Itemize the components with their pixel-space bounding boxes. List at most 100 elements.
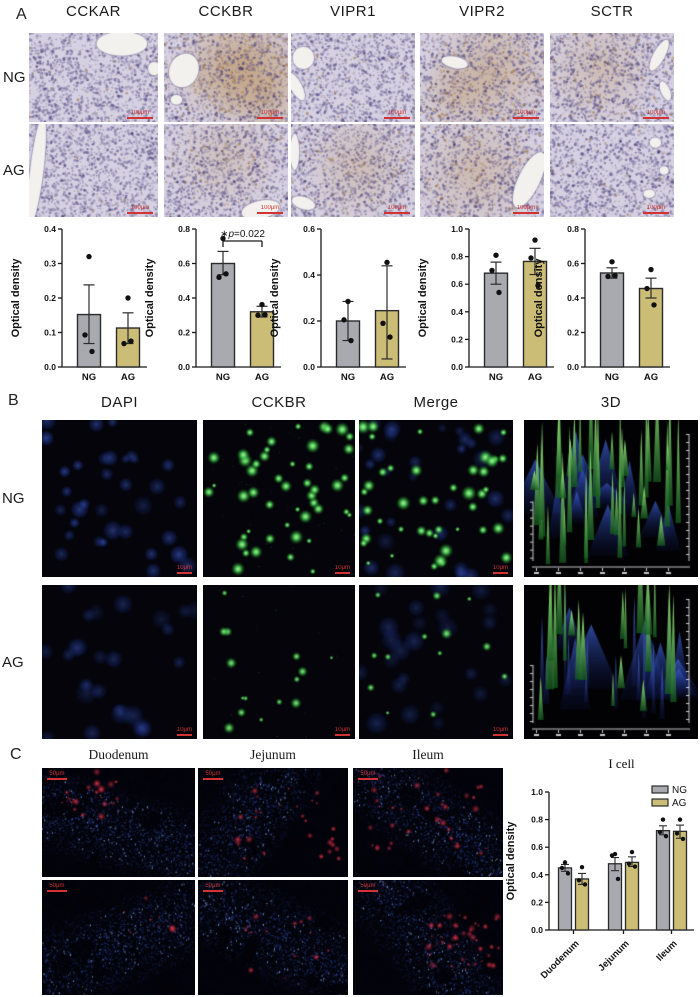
error-bar-ag xyxy=(529,247,541,276)
scale-bar-label: 100μm xyxy=(387,205,407,211)
chart-svg: 0.0 0.2 0.4 0.6 0.8 1.0 Optical density NG AG xyxy=(417,224,554,383)
scale-bar: 10μm xyxy=(493,727,508,736)
bar-ng xyxy=(210,262,236,368)
svg-text:0.6: 0.6 xyxy=(567,259,579,269)
error-bar-ag xyxy=(381,265,393,360)
panel-c-label: C xyxy=(10,746,22,763)
scale-bar-label: 50μm xyxy=(360,883,376,889)
data-points-ag xyxy=(255,301,268,318)
svg-text:0.4: 0.4 xyxy=(44,224,56,234)
svg-text:0.2: 0.2 xyxy=(567,328,579,338)
scale-bar-line xyxy=(334,572,350,574)
scale-bar: 50μm xyxy=(358,883,378,892)
micrograph-a-ag-vipr2-canvas xyxy=(420,124,544,217)
micrograph-c-row1-ileum: 50μm xyxy=(353,768,503,877)
scale-bar-label: 10μm xyxy=(334,727,350,733)
svg-text:0.4: 0.4 xyxy=(567,293,579,303)
data-points-ng xyxy=(605,259,618,280)
scale-bar: 100μm xyxy=(257,205,283,214)
scale-bar-label: 50μm xyxy=(360,771,376,777)
micrograph-b-ng-dapi: 10μm xyxy=(42,420,197,577)
panel-b-row-ag: AG xyxy=(2,654,24,671)
micrograph-a-ng-cckbr-canvas xyxy=(164,33,288,122)
micrograph-b-ag-dapi: 10μm xyxy=(42,585,197,739)
scale-bar-line xyxy=(203,778,223,780)
scale-bar-line xyxy=(358,890,378,892)
chart-svg: I cell 0.0 0.2 0.4 0.6 0.8 1.0 Optical density N… xyxy=(505,756,694,981)
micrograph-b-ag-dapi-canvas xyxy=(42,585,197,739)
panel-a-title-sctr: SCTR xyxy=(590,3,634,20)
svg-text:0.2: 0.2 xyxy=(178,328,190,338)
scale-bar: 100μm xyxy=(643,205,669,214)
scale-bar: 100μm xyxy=(384,205,410,214)
micrograph-a-ng-cckar: 100μm xyxy=(29,33,158,122)
panel-a-title-vipr2: VIPR2 xyxy=(459,3,505,20)
data-points xyxy=(626,849,638,869)
scale-bar: 10μm xyxy=(335,727,350,736)
scale-bar-line xyxy=(257,117,283,119)
scale-bar-line xyxy=(492,734,508,736)
micrograph-a-ng-sctr: 100μm xyxy=(550,33,674,122)
scale-bar: 10μm xyxy=(177,565,192,574)
chart-vipr1: 0.0 0.2 0.4 0.6 Optical density NG AG xyxy=(264,221,414,387)
scale-bar-label: 10μm xyxy=(176,727,192,733)
svg-text:Optical density: Optical density xyxy=(505,821,517,901)
micrograph-a-ag-cckar: 100μm xyxy=(29,124,158,217)
scale-bar-label: 10μm xyxy=(176,565,192,571)
data-points-ag xyxy=(121,295,134,347)
scale-bar-label: 100μm xyxy=(260,110,280,116)
svg-text:0.4: 0.4 xyxy=(451,307,463,317)
bar-ng xyxy=(599,272,625,368)
data-points xyxy=(576,865,588,887)
chart-svg: 0.0 0.2 0.4 0.6 Optical density NG AG xyxy=(269,224,406,383)
micrograph-b-ng-merge: 10μm xyxy=(359,420,513,577)
svg-text:0.6: 0.6 xyxy=(531,842,543,852)
data-points xyxy=(609,851,621,882)
micrograph-a-ag-cckar-canvas xyxy=(29,124,158,217)
svg-text:0.4: 0.4 xyxy=(178,293,190,303)
chart-icell: I cell 0.0 0.2 0.4 0.6 0.8 1.0 Optical density N… xyxy=(502,748,700,997)
scale-bar: 50μm xyxy=(358,771,378,780)
scale-bar-label: 100μm xyxy=(516,110,536,116)
panel-b-title-3d: 3D xyxy=(600,394,622,411)
chart-svg: 0.0 0.2 0.4 0.6 0.8 Optical density NG AG xyxy=(533,224,670,383)
scale-bar-label: 10μm xyxy=(492,727,508,733)
data-points-ng xyxy=(216,235,229,280)
svg-text:0.0: 0.0 xyxy=(44,362,56,372)
micrograph-a-ag-sctr: 100μm xyxy=(550,124,674,217)
legend-swatch-ng xyxy=(651,785,669,794)
data-points-ng xyxy=(341,298,354,344)
scale-bar-label: 10μm xyxy=(334,565,350,571)
micrograph-a-ag-vipr2: 100μm xyxy=(420,124,544,217)
svg-text:0.8: 0.8 xyxy=(531,815,543,825)
scale-bar-label: 50μm xyxy=(49,883,65,889)
bar-ng-jejunum xyxy=(607,863,623,931)
panel-c-title-jejunum: Jejunum xyxy=(250,747,296,762)
svg-text:Optical density: Optical density xyxy=(144,258,156,338)
scale-bar-label: 100μm xyxy=(130,110,150,116)
scale-bar-label: 50μm xyxy=(205,771,221,777)
chart-cckbr: 0.0 0.2 0.4 0.6 0.8 Optical density NG AG ∗p=0.0… xyxy=(139,221,289,387)
svg-text:0.0: 0.0 xyxy=(531,925,543,935)
micrograph-b-ng-cckbr: 10μm xyxy=(203,420,355,577)
micrograph-a-ng-cckbr: 100μm xyxy=(164,33,288,122)
scale-bar-line xyxy=(334,734,350,736)
svg-text:0.3: 0.3 xyxy=(44,259,56,269)
micrograph-a-ng-sctr-canvas xyxy=(550,33,674,122)
micrograph-a-ng-vipr2: 100μm xyxy=(420,33,544,122)
micrograph-a-ag-sctr-canvas xyxy=(550,124,674,217)
scale-bar: 100μm xyxy=(257,110,283,119)
micrograph-c-row2-jejunum: 50μm xyxy=(198,880,348,995)
scale-bar-line xyxy=(257,212,283,214)
micrograph-b-ag-merge-canvas xyxy=(359,585,513,739)
legend-label-ag: AG xyxy=(672,798,687,809)
scale-bar: 100μm xyxy=(643,110,669,119)
svg-text:0.2: 0.2 xyxy=(44,293,56,303)
scale-bar-label: 100μm xyxy=(646,110,666,116)
legend-label-ng: NG xyxy=(672,785,687,796)
scale-bar-line xyxy=(492,572,508,574)
svg-text:0.0: 0.0 xyxy=(451,362,463,372)
svg-text:Optical density: Optical density xyxy=(269,258,281,338)
scale-bar-line xyxy=(643,212,669,214)
data-points-ng xyxy=(489,252,502,296)
